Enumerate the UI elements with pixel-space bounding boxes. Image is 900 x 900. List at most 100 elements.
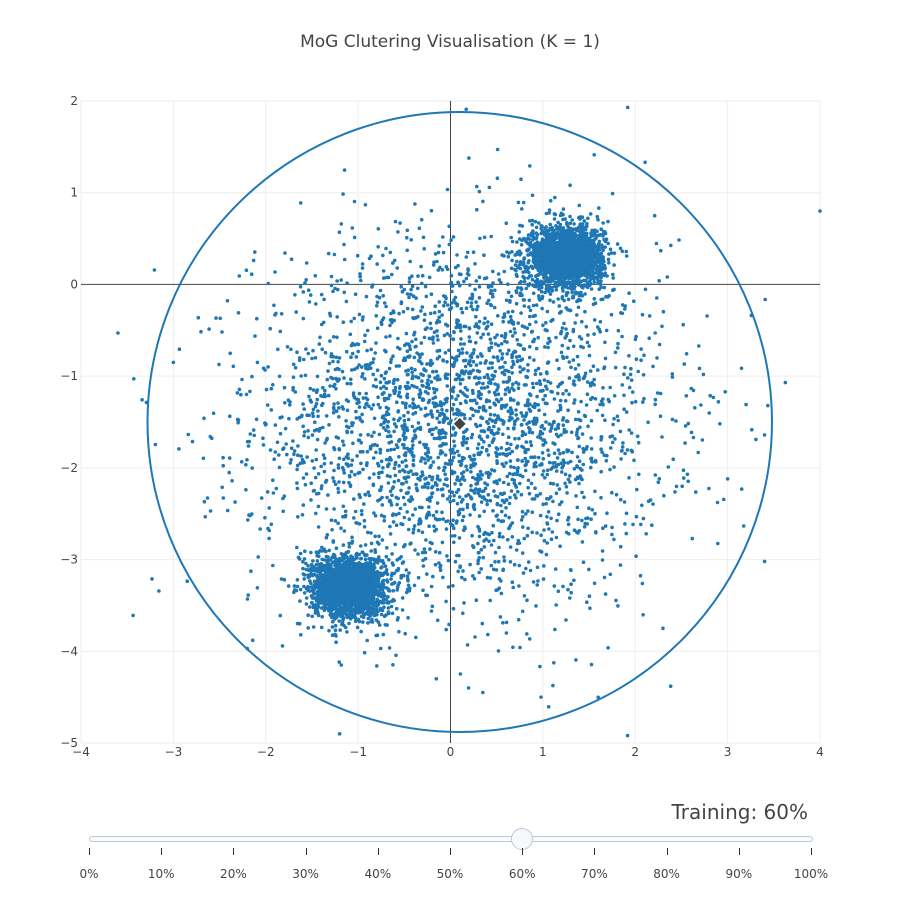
data-point [350, 535, 354, 540]
data-point [511, 645, 515, 650]
data-point [555, 518, 559, 523]
data-point [595, 214, 600, 219]
data-point [575, 313, 579, 317]
data-point [409, 541, 413, 545]
data-point [628, 372, 633, 377]
data-point [350, 368, 354, 372]
data-point [479, 386, 484, 390]
data-point [407, 344, 412, 348]
data-point [430, 484, 435, 489]
data-point [479, 415, 483, 420]
data-point [506, 386, 510, 390]
data-point [477, 275, 482, 280]
data-point [470, 294, 475, 298]
data-point [309, 400, 314, 404]
data-point [482, 321, 486, 326]
data-point [515, 470, 520, 474]
data-point [381, 269, 386, 273]
data-point [497, 478, 502, 482]
data-point [498, 365, 502, 370]
data-point [329, 354, 333, 359]
data-point [368, 361, 373, 366]
data-point [422, 442, 426, 447]
data-point [602, 453, 607, 458]
data-point [355, 401, 359, 406]
data-point [459, 272, 463, 277]
data-point [553, 627, 557, 632]
data-point [498, 349, 502, 353]
data-point [484, 276, 489, 280]
data-point [540, 224, 544, 229]
data-point [624, 254, 629, 258]
data-point [464, 440, 469, 445]
data-point [525, 400, 530, 405]
data-point [705, 314, 709, 318]
data-point [622, 500, 627, 504]
data-point [367, 256, 372, 261]
data-point [489, 543, 494, 547]
data-point [561, 584, 565, 589]
data-point [578, 217, 582, 221]
data-point [472, 576, 477, 581]
data-point [363, 405, 367, 410]
data-point [388, 489, 393, 494]
data-point [411, 462, 416, 467]
data-point [432, 436, 437, 441]
data-point [528, 219, 532, 223]
data-point [431, 574, 435, 579]
data-point [412, 524, 417, 528]
data-point [574, 375, 578, 379]
data-point [304, 261, 309, 265]
data-point [501, 365, 505, 369]
data-point [342, 489, 347, 494]
data-point [382, 301, 387, 305]
data-point [267, 506, 272, 510]
data-point [392, 480, 397, 484]
data-point [346, 452, 350, 457]
data-point [521, 515, 525, 519]
data-point [433, 481, 438, 485]
data-point [413, 548, 417, 552]
data-point [221, 463, 225, 468]
data-point [546, 345, 550, 350]
data-point [531, 314, 536, 319]
data-point [488, 302, 493, 307]
data-point [447, 489, 452, 494]
data-point [410, 383, 414, 388]
data-point [494, 446, 499, 450]
data-point [520, 238, 524, 243]
data-point [541, 323, 545, 328]
data-point [425, 497, 430, 502]
data-point [384, 428, 388, 433]
data-point [519, 311, 523, 315]
data-point [435, 618, 440, 623]
data-point [548, 198, 553, 203]
data-point [551, 441, 555, 445]
data-point [388, 524, 392, 529]
data-point [453, 431, 458, 435]
data-point [494, 588, 498, 593]
data-point [293, 365, 298, 370]
data-point [296, 453, 300, 458]
data-point [521, 274, 525, 279]
data-point [523, 468, 528, 473]
data-point [357, 312, 362, 317]
data-point [488, 361, 493, 365]
data-point [549, 495, 553, 499]
data-point [541, 438, 545, 442]
data-point [533, 372, 538, 377]
data-point [310, 356, 314, 361]
data-point [273, 423, 278, 427]
data-point [552, 217, 557, 221]
data-point [636, 440, 641, 445]
data-point [533, 486, 537, 491]
data-point [214, 316, 218, 320]
data-point [337, 456, 342, 461]
data-point [337, 367, 341, 372]
data-point [682, 476, 686, 480]
data-point [522, 279, 527, 284]
data-point [301, 476, 306, 480]
data-point [508, 314, 513, 319]
data-point [565, 245, 569, 250]
data-point [567, 392, 571, 397]
